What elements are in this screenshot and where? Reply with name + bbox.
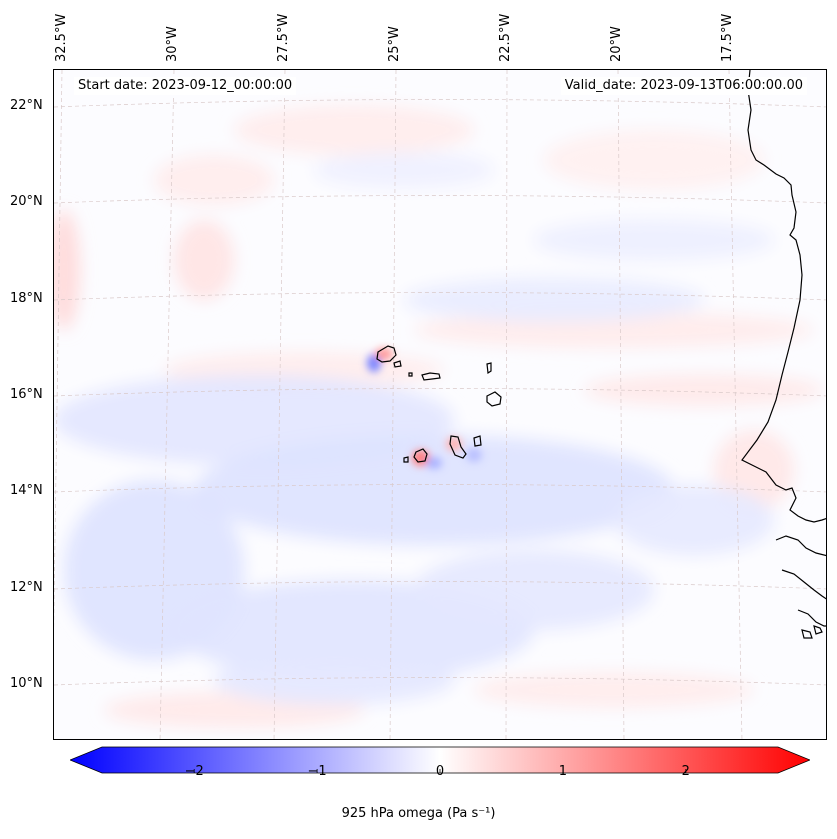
island-brava — [403, 456, 409, 463]
lon-label-25w: 25°W — [387, 26, 402, 62]
coastline-guinea — [781, 569, 826, 600]
lon-label-20w: 20°W — [609, 26, 624, 62]
field-patch-blue — [534, 220, 774, 260]
island-sao-nicolau — [421, 372, 441, 381]
colorbar-tick-label: −2 — [184, 764, 204, 779]
grid-lat-line — [54, 581, 826, 590]
field-patch-red — [544, 130, 764, 190]
colorbar-fill — [70, 746, 810, 774]
field-patch-red — [474, 672, 754, 708]
colorbar — [70, 746, 810, 774]
cape-verde-islands — [376, 345, 502, 463]
african-coastline — [741, 70, 826, 639]
map-canvas — [54, 70, 826, 739]
lat-label-14n: 14°N — [10, 483, 43, 498]
lon-label-30w: 30°W — [165, 26, 180, 62]
colorbar-tick-label: −1 — [307, 764, 327, 779]
island-maio — [473, 435, 482, 447]
island-santo-antao — [376, 345, 397, 363]
grid-lat-line — [54, 388, 826, 397]
start-date-label: Start date: 2023-09-12_00:00:00 — [74, 77, 297, 95]
field-patch-red — [154, 155, 274, 205]
map-frame — [53, 69, 827, 740]
field-patch-blue — [614, 485, 774, 555]
lon-label-27-5w: 27.5°W — [276, 13, 291, 62]
field-patch-blue — [214, 655, 454, 705]
lat-label-12n: 12°N — [10, 580, 43, 595]
lon-label-17-5w: 17.5°W — [720, 13, 735, 62]
island-sal — [486, 362, 492, 375]
grid-lat-line — [54, 677, 826, 686]
lat-label-10n: 10°N — [10, 676, 43, 691]
lat-label-22n: 22°N — [10, 98, 43, 113]
island-santiago — [449, 435, 467, 459]
coastline-bijagos — [801, 625, 823, 639]
grid-lat-line — [54, 195, 826, 204]
grid-lon-line — [54, 70, 63, 631]
grid-lat-line — [54, 484, 826, 493]
signal-red — [412, 450, 430, 466]
field-patch-red — [234, 105, 474, 155]
island-sao-vicente — [393, 360, 402, 368]
signal-blue — [426, 457, 442, 469]
field-patch-blue — [314, 152, 494, 188]
coastline-sierra-leone — [797, 609, 826, 627]
lat-label-16n: 16°N — [10, 387, 43, 402]
grid-lat-line — [54, 99, 826, 108]
colorbar-tick-label: 0 — [435, 764, 445, 779]
lat-label-20n: 20°N — [10, 194, 43, 209]
omega-field — [54, 105, 824, 728]
field-patch-red — [174, 220, 234, 300]
gridlines — [54, 70, 826, 739]
island-fogo — [413, 448, 428, 463]
field-patch-red — [584, 374, 824, 406]
lat-label-18n: 18°N — [10, 291, 43, 306]
island-santa-luzia — [408, 372, 413, 377]
field-patch-blue — [414, 550, 654, 630]
colorbar-label: 925 hPa omega (Pa s⁻¹) — [341, 806, 496, 821]
colorbar-tick-marks — [193, 769, 687, 773]
field-patch-red — [54, 210, 80, 330]
lon-label-32-5w: 32.5°W — [54, 13, 69, 62]
field-patch-blue — [404, 278, 704, 322]
island-boa-vista — [486, 391, 502, 407]
lon-label-22-5w: 22.5°W — [498, 13, 513, 62]
grid-lat-line — [54, 292, 826, 301]
colorbar-tick-label: 1 — [558, 764, 568, 779]
valid-date-label: Valid_date: 2023-09-13T06:00:00.00 — [560, 77, 807, 95]
coastline-west-africa — [741, 70, 826, 523]
signal-blue — [466, 448, 482, 462]
field-patch-blue — [194, 435, 674, 545]
colorbar-tick-label: 2 — [681, 764, 690, 779]
coastline-gambia-bissau — [775, 535, 826, 557]
